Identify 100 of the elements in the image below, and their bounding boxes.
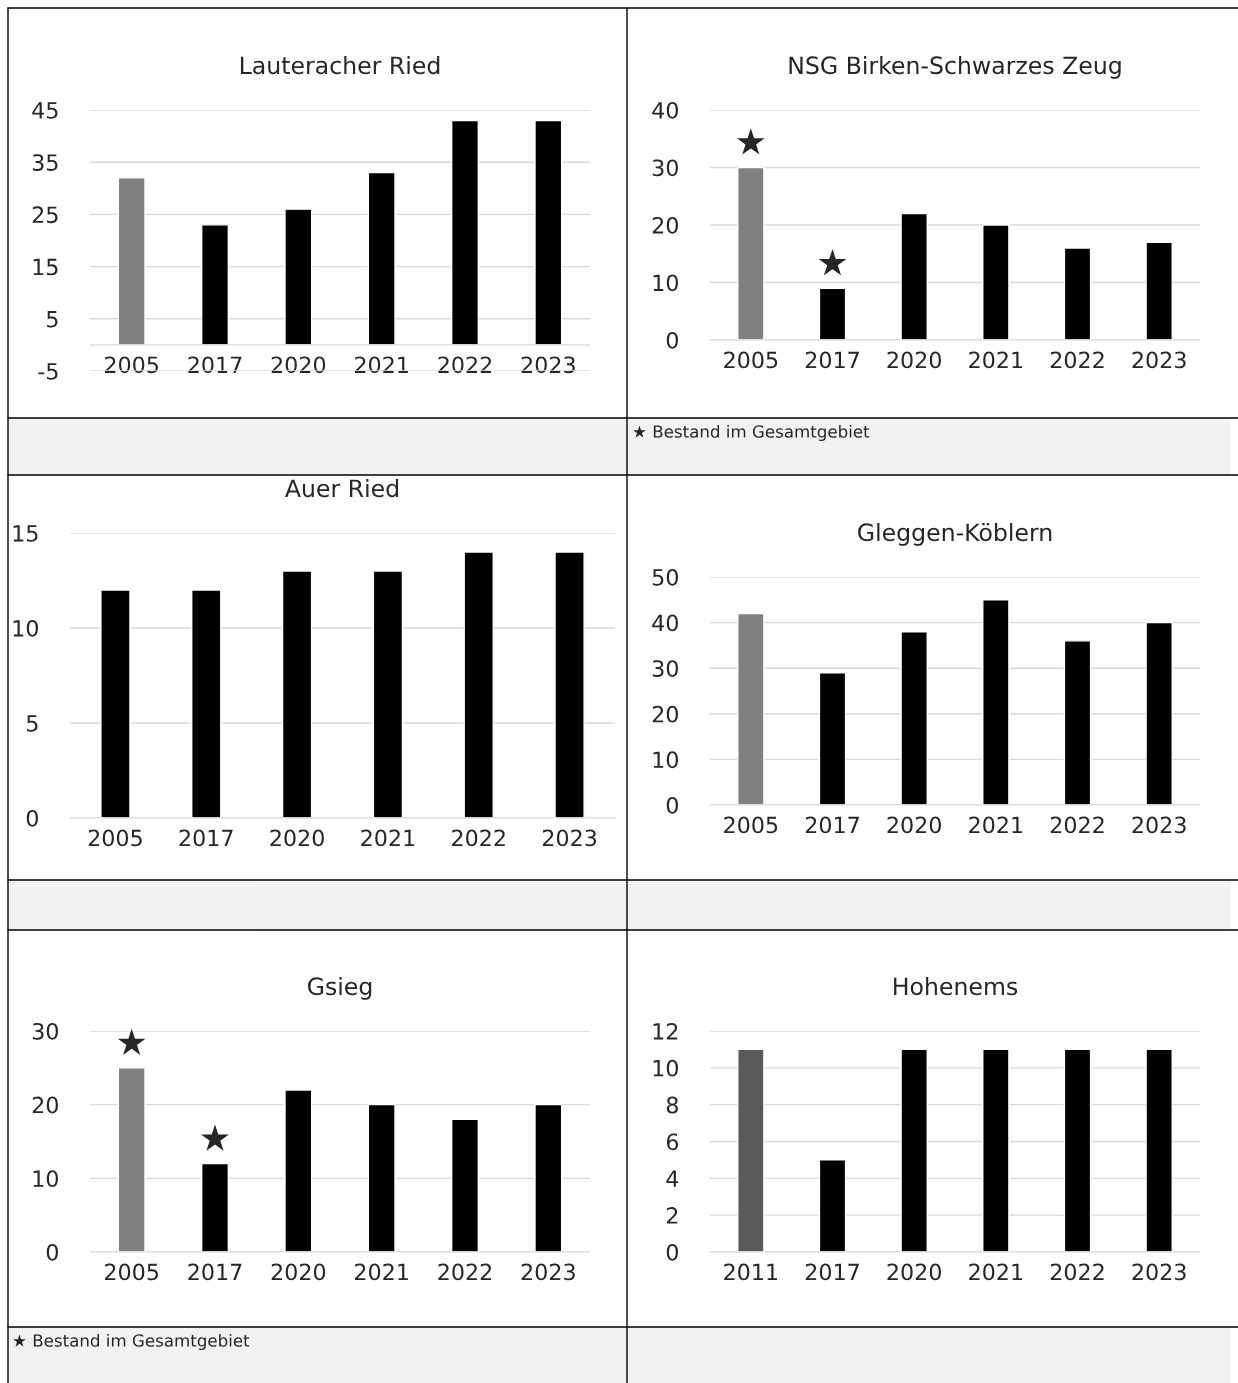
bar [1145,621,1173,805]
bar [982,224,1010,340]
bar [200,1162,230,1252]
annotation: ★ [736,128,765,155]
annotation: ★ [818,249,847,276]
bar [367,171,396,346]
x-tick-label: 2017 [188,356,242,374]
x-tick-label: 2021 [969,1263,1023,1281]
y-tick-label: 40 [652,614,678,632]
text: ★ Bestand im Gesamtgebiet [13,1333,250,1351]
bar [900,212,928,340]
bar [900,631,928,805]
x-tick-label: 2020 [887,351,941,369]
x-tick-label: 2005 [88,829,142,847]
bar [117,177,146,346]
x-tick-label: 2020 [887,1263,941,1281]
bar [1145,241,1173,340]
x-tick-label: 2021 [355,1263,408,1281]
chart-title: Gsieg [307,976,372,1000]
y-tick-label: 4 [666,1170,679,1187]
x-tick-label: 2023 [1132,1263,1186,1281]
x-tick-label: 2020 [271,356,326,374]
bar [1063,640,1092,805]
x-tick-label: 2005 [105,1263,158,1281]
y-tick-label: 0 [46,1243,58,1261]
x-tick-label: 2023 [1132,816,1186,834]
bar [284,208,313,346]
x-tick-label: 2021 [969,351,1023,369]
bar [117,1067,146,1252]
bar [281,570,313,818]
x-tick-label: 2022 [438,356,492,374]
bar [1063,247,1092,340]
y-tick-label: 40 [652,101,678,119]
x-tick-label: 2022 [438,1263,492,1281]
y-tick-label: -5 [38,363,58,380]
y-tick-label: 10 [653,1059,678,1077]
text: ★ Bestand im Gesamtgebiet [633,424,870,442]
y-tick-label: 12 [653,1022,678,1040]
y-tick-label: 20 [652,705,678,723]
y-tick-label: 50 [652,568,678,586]
x-tick-label: 2005 [105,356,158,374]
x-tick-label: 2023 [1132,351,1186,369]
x-tick-label: 2021 [355,356,408,374]
y-tick-label: 2 [666,1207,678,1224]
y-tick-label: 5 [47,311,58,328]
x-tick-label: 2023 [521,1263,575,1281]
chart-title: Auer Ried [285,478,399,498]
bar [818,287,847,340]
y-tick-label: 10 [653,274,678,292]
bar [450,119,480,346]
y-tick-label: 30 [652,159,678,177]
chart-title: Gleggen-Köblern [858,522,1052,546]
y-tick-label: 0 [26,809,38,827]
y-tick-label: 0 [666,331,678,349]
y-tick-label: 5 [27,715,38,732]
bar [191,589,222,818]
x-tick-label: 2021 [969,816,1023,834]
chart-title: Hohenems [894,976,1018,996]
bar [200,224,230,346]
x-tick-label: 2023 [521,356,575,374]
x-tick-label: 2017 [179,829,233,847]
y-tick-label: 30 [652,660,678,677]
bar [367,1103,396,1252]
y-tick-label: 15 [13,525,38,542]
annotation: ★ [117,1028,146,1055]
x-tick-label: 2022 [1050,816,1104,834]
bar [450,1118,480,1252]
bar [100,589,131,818]
y-tick-label: 45 [32,102,58,119]
x-tick-label: 2020 [270,829,324,847]
x-tick-label: 2017 [805,816,859,834]
x-tick-label: 2022 [1050,1263,1104,1281]
bar [463,551,494,818]
x-tick-label: 2022 [1050,351,1104,369]
x-tick-label: 2005 [724,816,778,834]
x-tick-label: 2020 [887,816,941,834]
bar [534,119,563,346]
x-tick-label: 2017 [805,1263,859,1281]
x-tick-label: 2017 [805,351,859,369]
x-tick-label: 2020 [271,1263,326,1281]
bar [818,672,847,805]
y-tick-label: 20 [652,216,678,234]
y-tick-label: 30 [32,1022,58,1040]
bar [372,570,404,818]
y-tick-label: 0 [666,1243,678,1261]
y-tick-label: 10 [13,619,38,637]
x-tick-label: 2011 [724,1263,778,1281]
chart-title: NSG Birken-Schwarzes Zeug [789,55,1121,79]
x-tick-label: 2021 [361,829,415,847]
x-tick-label: 2022 [452,829,505,847]
y-tick-label: 10 [33,1170,58,1188]
y-tick-label: 35 [32,154,58,171]
bar [737,166,765,340]
annotation: ★ [201,1124,229,1151]
bar [534,1103,563,1252]
bar [737,612,765,805]
x-tick-label: 2023 [542,829,597,847]
y-tick-label: 6 [666,1133,679,1151]
y-tick-label: 25 [32,206,58,224]
x-tick-label: 2005 [724,351,778,369]
